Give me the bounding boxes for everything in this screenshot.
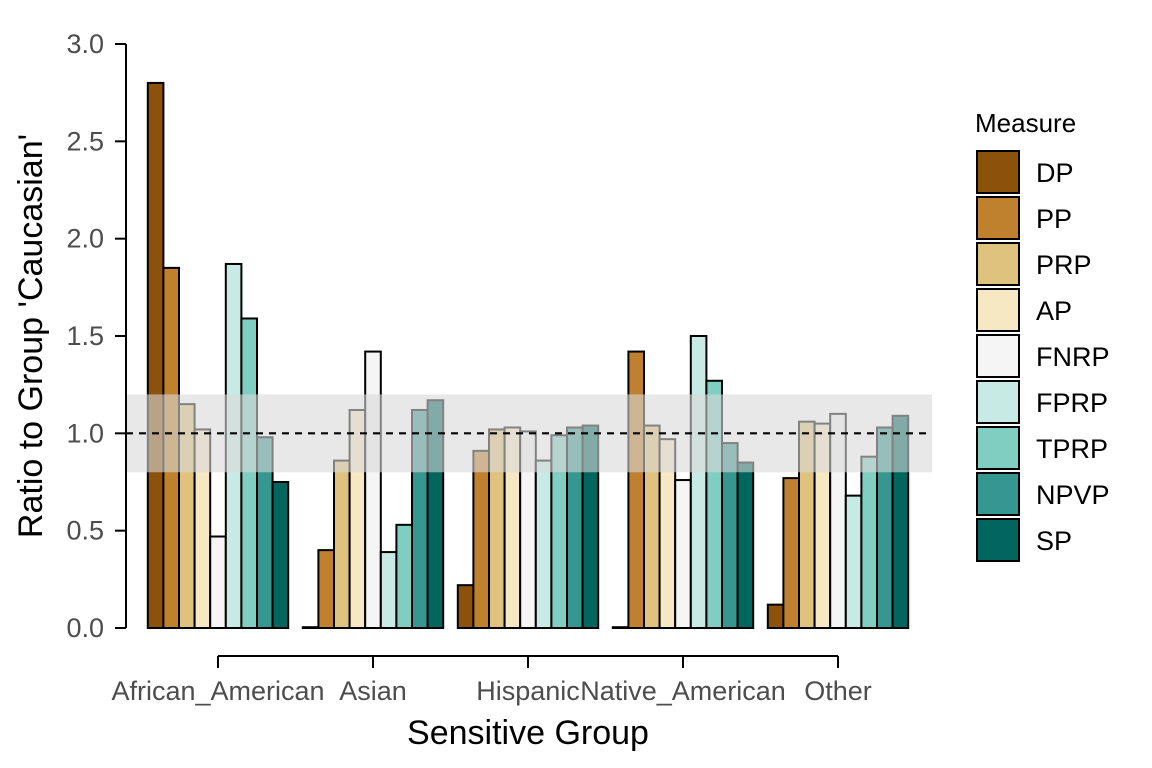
x-tick-label-native_american: Native_American [580,676,786,706]
y-tick-label: 0.0 [66,613,104,643]
x-tick-label-other: Other [804,676,872,706]
bar-tprp-other [860,455,879,629]
bar-prp-asian [333,459,351,629]
x-tick-label-asian: Asian [339,676,407,706]
bars-layer [146,81,910,630]
bar-fnrp-asian [364,350,382,629]
bar-pp-hispanic [472,449,490,629]
legend-label-dp: DP [1036,158,1074,188]
bar-pp-native_american [627,350,646,629]
bar-dp-other [766,603,785,630]
overlay-layer [126,394,932,473]
legend-label-fnrp: FNRP [1036,342,1110,372]
y-tick-label: 2.5 [66,126,104,156]
legend: Measure DP PP PRP AP FNRP FPRP TPRP NPVP SP [975,108,1110,562]
bar-tprp-african_american [240,317,258,629]
y-tick-label: 1.0 [66,418,104,448]
bar-fnrp-african_american [209,535,227,630]
bar-fprp-asian [379,551,398,630]
axes-layer: 0.0 0.5 1.0 1.5 2.0 2.5 3.0 African_American Asi… [66,29,871,706]
legend-label-ap: AP [1036,296,1072,326]
legend-label-tprp: TPRP [1036,434,1108,464]
x-tick-label-hispanic: Hispanic [476,676,580,706]
legend-key-prp [976,242,1020,286]
legend-key-fnrp [976,334,1020,378]
legend-label-fprp: FPRP [1036,388,1108,418]
bar-dp-african_american [146,81,165,630]
bar-fprp-hispanic [534,459,553,629]
bar-fprp-native_american [689,335,708,629]
legend-key-npvp [976,472,1020,516]
bar-pp-other [782,477,801,629]
y-tick-label: 2.0 [66,224,104,254]
bar-fprp-other [844,494,863,629]
legend-label-sp: SP [1036,526,1072,556]
bar-sp-native_american [736,461,755,629]
bar-sp-african_american [271,481,290,629]
legend-key-fprp [976,380,1020,424]
x-axis-title: Sensitive Group [407,714,649,752]
y-tick-label: 1.5 [66,321,104,351]
legend-key-tprp [976,426,1020,470]
legend-key-ap [976,288,1020,332]
bar-dp-hispanic [456,584,475,629]
legend-key-dp [976,150,1020,194]
legend-label-pp: PP [1036,204,1072,234]
y-tick-label: 3.0 [66,29,104,59]
legend-key-pp [976,196,1020,240]
legend-key-sp [976,518,1020,562]
y-axis-title: Ratio to Group 'Caucasian' [12,134,50,538]
bar-tprp-asian [395,523,413,630]
bar-pp-asian [317,549,335,630]
legend-title: Measure [975,108,1076,138]
legend-label-prp: PRP [1036,250,1092,280]
y-tick-label: 0.5 [66,516,104,546]
bar-dp-native_american [611,626,630,630]
x-tick-label-african_american: African_American [111,676,324,706]
legend-label-npvp: NPVP [1036,480,1110,510]
bar-dp-asian [301,626,320,630]
bar-fnrp-native_american [674,479,692,629]
